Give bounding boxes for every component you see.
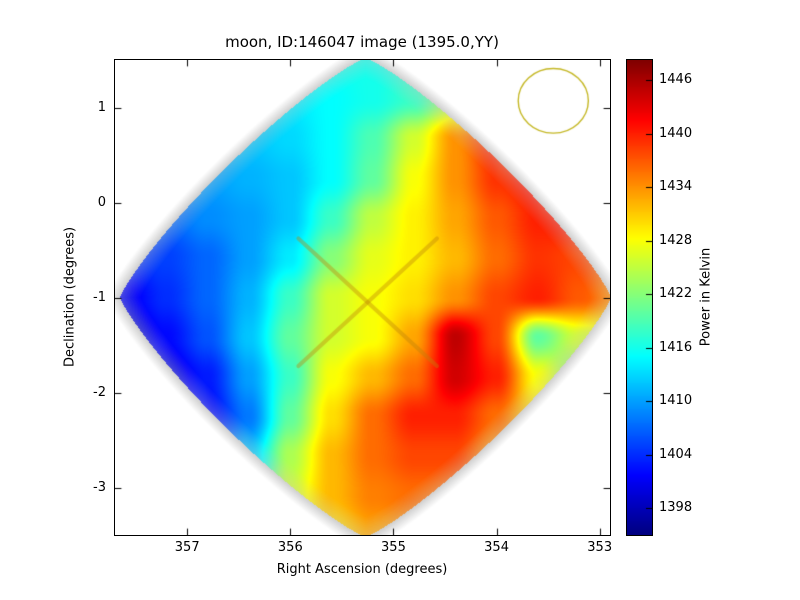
x-tick-label-354: 354 (484, 540, 509, 555)
chart-title: moon, ID:146047 image (1395.0,YY) (225, 33, 499, 51)
y-tick-label--3: -3 (93, 479, 106, 495)
colorbar-canvas (627, 60, 652, 535)
colorbar (626, 59, 653, 536)
plot-area (114, 59, 611, 536)
x-tick-label-357: 357 (174, 540, 200, 555)
colorbar-tick-label-1398: 1398 (659, 500, 693, 516)
colorbar-tick-label-1422: 1422 (659, 286, 693, 302)
x-tick-label-356: 356 (277, 540, 303, 555)
colorbar-tick-label-1410: 1410 (659, 393, 693, 409)
x-tick-label-353: 353 (587, 540, 613, 555)
y-tick-label--1: -1 (93, 289, 106, 305)
y-tick-label-1: 1 (97, 99, 106, 115)
colorbar-label: Power in Kelvin (698, 247, 714, 347)
colorbar-tick-label-1446: 1446 (659, 72, 693, 88)
heatmap-canvas (115, 60, 610, 535)
colorbar-tick-label-1428: 1428 (659, 232, 693, 248)
x-axis-label: Right Ascension (degrees) (276, 562, 448, 577)
y-tick-label--2: -2 (93, 384, 106, 400)
colorbar-tick-label-1416: 1416 (659, 339, 693, 355)
colorbar-tick-label-1440: 1440 (659, 125, 693, 141)
colorbar-tick-label-1434: 1434 (659, 179, 693, 195)
y-tick-label-0: 0 (97, 194, 106, 210)
x-tick-label-355: 355 (381, 540, 406, 555)
colorbar-tick-label-1404: 1404 (659, 446, 693, 462)
